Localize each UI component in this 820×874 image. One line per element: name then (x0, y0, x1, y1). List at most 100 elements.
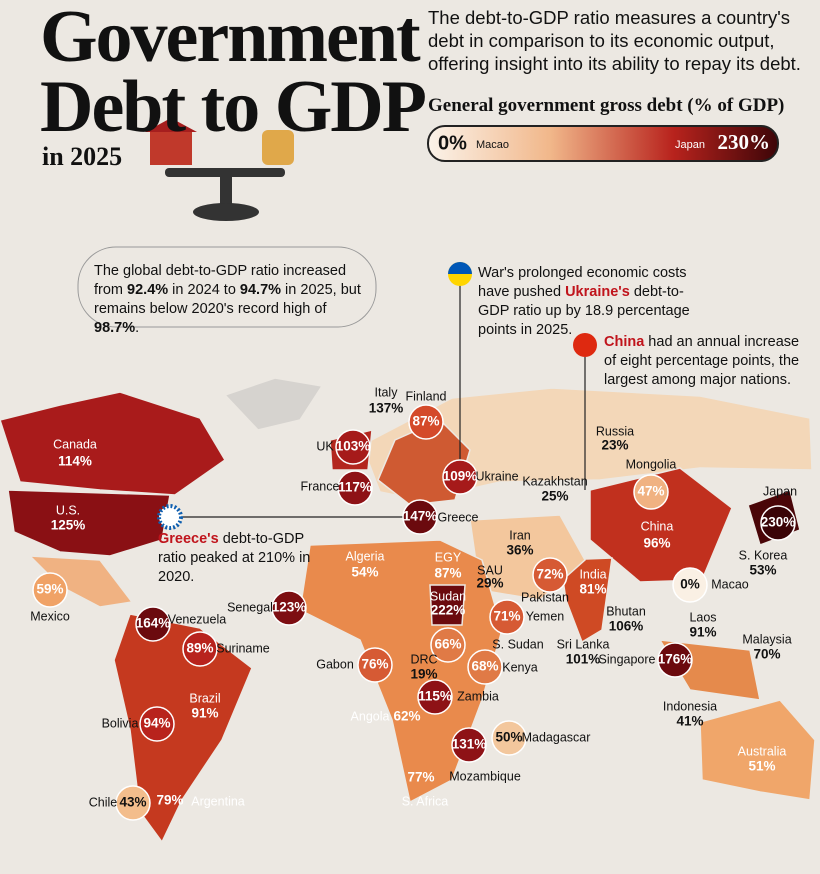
country-marker (271, 590, 307, 626)
country-name: Mozambique (449, 769, 521, 783)
country-name: S. Korea (739, 548, 788, 562)
country-marker (408, 404, 444, 440)
country-name: Yemen (526, 609, 565, 623)
callout: The global debt-to-GDP ratio increased f… (94, 262, 369, 338)
country-name: Indonesia (663, 699, 717, 713)
country-debt: 115% (418, 689, 452, 704)
country-name: Zambia (457, 689, 499, 703)
intro: The debt-to-GDP ratio measures a country… (428, 7, 801, 74)
country-debt: 222% (431, 603, 466, 618)
callout: China had an annual increase of eight pe… (604, 333, 804, 390)
country-debt: 72% (536, 567, 563, 582)
country-debt: 89% (186, 641, 213, 656)
country-debt: 29% (476, 576, 503, 591)
country-name: India (579, 567, 606, 581)
country-name: Gabon (316, 657, 354, 671)
country-name: Chile (89, 795, 118, 809)
country-debt: 68% (471, 659, 498, 674)
country-debt: 71% (493, 609, 520, 624)
country-debt: 51% (748, 759, 775, 774)
callout-text: The global debt-to-GDP ratio increased f… (94, 263, 347, 298)
connectors (180, 285, 586, 518)
country-marker (335, 429, 371, 465)
country-debt: 176% (658, 652, 693, 667)
country-marker (402, 499, 438, 535)
scale-icon (145, 118, 294, 221)
country-marker (442, 459, 478, 495)
country-marker (491, 720, 527, 756)
country-debt: 43% (119, 795, 146, 810)
country-name: Macao (711, 577, 749, 591)
country-debt: 230% (761, 515, 796, 530)
legend-bar (427, 125, 779, 162)
country-name: Venezuela (168, 612, 226, 626)
country-debt: 62% (393, 709, 420, 724)
country-marker (633, 474, 669, 510)
country-debt: 147% (403, 509, 438, 524)
china-flag (573, 333, 597, 357)
country-marker (32, 572, 68, 608)
country-marker (357, 647, 393, 683)
country-name: SAU (477, 563, 503, 577)
country-debt: 59% (36, 582, 63, 597)
country-debt: 53% (749, 563, 776, 578)
country-debt: 25% (541, 489, 568, 504)
country-name: Mongolia (626, 457, 677, 471)
country-name: Pakistan (521, 590, 569, 604)
country-marker (760, 505, 796, 541)
callout-text: 98.7% (94, 320, 136, 336)
country-debt: 87% (412, 414, 439, 429)
country-marker (182, 631, 218, 667)
country-name: DRC (410, 652, 437, 666)
country-name: U.S. (56, 503, 80, 517)
country-debt: 54% (351, 565, 378, 580)
country-name: Japan (763, 484, 797, 498)
country-marker (657, 642, 693, 678)
country-name: France (301, 479, 340, 493)
country-debt: 0% (680, 577, 700, 592)
country-name: Bolivia (102, 716, 139, 730)
callout-text: 92.4% (127, 282, 169, 298)
country-debt: 70% (753, 647, 780, 662)
legend-min-label: Macao (476, 139, 509, 151)
country-name: Finland (406, 389, 447, 403)
country-debt: 123% (272, 600, 307, 615)
callout-text: Ukraine's (565, 284, 630, 300)
country-marker (139, 706, 175, 742)
country-marker (467, 649, 503, 685)
country-name: Italy (375, 385, 399, 399)
country-name: Suriname (216, 641, 270, 655)
country-name: Argentina (191, 794, 245, 808)
country-name: Laos (689, 610, 716, 624)
title: Debt to GDP (40, 66, 427, 148)
country-name: Angola (351, 709, 390, 723)
country-debt: 77% (407, 770, 434, 785)
subtitle: in 2025 (42, 142, 123, 171)
country-name: Iran (509, 528, 531, 542)
ukraine-flag (448, 262, 472, 274)
country-debt: 114% (58, 454, 92, 469)
country-name: Sri Lanka (557, 637, 610, 651)
callout-text: . (135, 320, 140, 336)
country-debt: 23% (601, 438, 628, 453)
country-debt: 117% (338, 480, 372, 495)
country-debt: 47% (637, 484, 664, 499)
callout-text: debt-to-GDP ratio peaked at 210% in 2020… (158, 531, 311, 585)
country-debt: 66% (434, 637, 461, 652)
callout-text: in 2025, but remains below 2020's record… (94, 282, 361, 317)
country-debt: 131% (452, 737, 487, 752)
country-debt: 79% (156, 793, 183, 808)
country-name: Malaysia (742, 632, 791, 646)
country-debt: 87% (434, 566, 461, 581)
country-debt: 81% (579, 582, 606, 597)
country-debt: 94% (143, 716, 170, 731)
greece-flag (157, 504, 183, 530)
country-debt: 137% (369, 401, 404, 416)
country-debt: 125% (51, 518, 86, 533)
country-debt: 91% (689, 625, 716, 640)
callout-text: China (604, 334, 645, 350)
country-marker (417, 679, 453, 715)
legend-max-value: 230% (718, 130, 771, 154)
country-name: Brazil (189, 691, 220, 705)
country-marker (451, 727, 487, 763)
